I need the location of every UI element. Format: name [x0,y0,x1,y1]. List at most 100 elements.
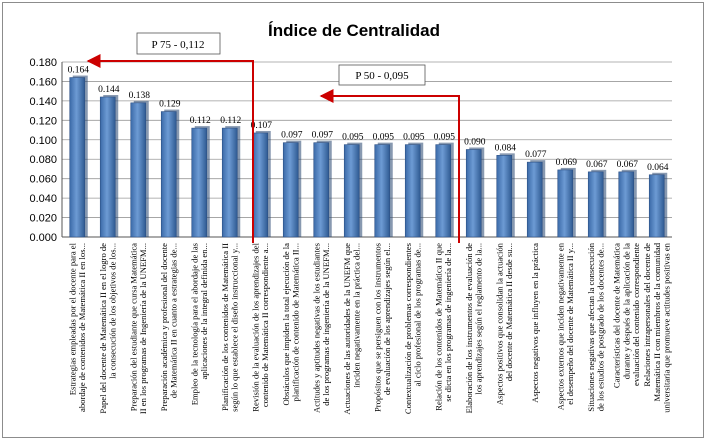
data-label: 0.067 [586,160,608,170]
annotation-p50: P 50 - 0,095 [355,70,409,82]
data-label: 0.095 [373,133,395,143]
x-tick-label-line: Papel del docente de Matemática II en el… [98,243,108,414]
x-tick-label: Aspectos externos que inciden negativame… [555,242,575,410]
bar [69,77,86,238]
data-label: 0.084 [495,143,517,153]
x-tick-label-line: Contextualización de problemas correspon… [403,242,413,414]
x-tick-label-line: al ciclo profesional de los programas de… [413,243,423,386]
x-tick-label: Estrategias empleadas por el docente par… [67,242,87,412]
x-tick-label-line: contenido de Matemática II correspondien… [260,243,270,407]
x-tick-label-line: Actuaciones de las autoridades de la UNE… [342,243,352,415]
data-label: 0.095 [434,133,456,143]
data-label: 0.112 [220,116,241,126]
data-label: 0.097 [281,131,303,141]
data-label: 0.095 [403,133,425,143]
x-tick-label-line: Aspectos externos que inciden negativame… [555,242,565,410]
x-tick-label-line: aplicaciones de la integral definida en.… [199,243,209,380]
data-label: 0.097 [312,131,334,141]
x-tick-label: Situaciones negativas que afectan la con… [586,242,606,411]
x-tick-label-line: II en los programas de Ingeniería de la … [138,243,148,414]
x-tick-label-line: de Matemática II en cuanto a estrategias… [169,243,179,398]
bar [587,171,604,238]
x-tick-label: Aspectos negativos que influyen en la pr… [530,243,540,403]
x-tick-label-line: Aspectos positivos que consolidan la act… [494,242,504,405]
y-tick-label: 0.080 [29,154,57,166]
x-tick-label-line: Obstáculos que impiden la total ejecució… [281,243,291,406]
bar [252,132,269,238]
x-tick-label-line: Planificación de los contenidos de Matem… [220,243,230,411]
x-tick-label-line: Situaciones negativas que afectan la con… [586,242,596,411]
x-tick-label-line: Estrategias empleadas por el docente par… [67,242,77,395]
data-label: 0.129 [159,100,181,110]
data-label: 0.095 [342,133,364,143]
bar [648,174,665,238]
x-tick-label-line: evaluación del contenido correspondiente [631,243,641,386]
x-tick-label-line: abordaje de contenidos de Matemática II … [77,243,87,412]
data-label: 0.077 [525,150,547,160]
bar [496,155,513,238]
chart-title: Índice de Centralidad [268,21,440,40]
bar [465,149,482,238]
bar [435,144,452,238]
x-tick-label-line: Aspectos negativos que influyen en la pr… [530,243,540,403]
bar [374,144,391,238]
x-tick-label: Preparación académica y profesional del … [159,243,179,411]
x-tick-label-line: inciden negativamente en la práctica del… [352,243,362,388]
x-tick-label-line: Relación de los contenidos de Matemática… [433,243,443,411]
bar [618,171,635,238]
data-label: 0.144 [98,85,120,95]
data-label: 0.067 [617,160,639,170]
data-label: 0.090 [464,138,486,148]
bar [191,127,208,238]
annotation-box-p50 [338,64,426,86]
x-tick-label-line: Características del docente de Matemátic… [612,243,622,388]
data-label: 0.107 [251,121,273,131]
bar [99,96,116,238]
data-label: 0.164 [68,66,90,76]
x-tick-label: Actuaciones de las autoridades de la UNE… [342,243,362,415]
y-tick-label: 0.100 [29,135,57,147]
x-tick-label: Aspectos positivos que consolidan la act… [494,242,514,405]
x-tick-label-line: planificación de contenido de Matemática… [291,243,301,401]
data-label: 0.138 [129,91,151,101]
data-label: 0.112 [190,116,211,126]
y-tick-label: 0.160 [29,76,57,88]
x-tick-label-line: universitaria que promueve actitudes pos… [661,242,671,412]
y-tick-label: 0.140 [29,96,57,108]
data-label: 0.064 [647,163,669,173]
x-tick-label-line: Relaciones intrapersonales del docente d… [642,243,652,387]
x-tick-label: Papel del docente de Matemática II en el… [98,243,118,414]
x-tick-label-line: de evaluación de los aprendizajes según … [382,243,392,395]
x-tick-label: Actitudes y aptitudes negativas de los e… [311,242,331,413]
x-tick-label: Preparación del estudiante que cursa Mat… [128,243,148,414]
x-tick-label-line: del docente de Matemática II desde su... [504,243,514,381]
x-tick-label: Empleo de la tecnología para el abordaje… [189,242,209,405]
y-tick-label: 0.060 [29,174,57,186]
bar [313,142,330,238]
x-tick-label-line: Revisión de la evaluación de los aprendi… [250,242,260,411]
x-tick-label: Planificación de los contenidos de Matem… [220,243,240,412]
bar [557,169,574,238]
x-tick-label-line: de los estudios de postgrado de los doce… [596,243,606,411]
bar [221,127,238,238]
x-tick-label-line: Matemática II con miembros de la comunid… [652,242,662,401]
y-tick-label: 0.000 [29,232,57,244]
x-tick-label-line: Propósitos que se persiguen con los inst… [372,242,382,412]
y-tick-label: 0.120 [29,115,57,127]
x-tick-label-line: Elaboración de los instrumentos de evalu… [464,243,474,414]
x-tick-label: Propósitos que se persiguen con los inst… [372,242,392,412]
bar [160,111,177,238]
annotation-p75: P 75 - 0,112 [152,39,205,51]
annotation-arrow-p75 [86,54,254,243]
y-tick-label: 0.020 [29,213,57,225]
annotation-box-p75 [136,32,221,55]
x-tick-label: Elaboración de los instrumentos de evalu… [464,243,484,414]
bar [130,102,147,238]
x-tick-label-line: Preparación académica y profesional del … [159,243,169,411]
y-tick-label: 0.180 [29,57,57,69]
x-tick-label: Relaciones intrapersonales del docente d… [642,242,671,412]
bar [526,161,543,238]
bar [343,144,360,238]
